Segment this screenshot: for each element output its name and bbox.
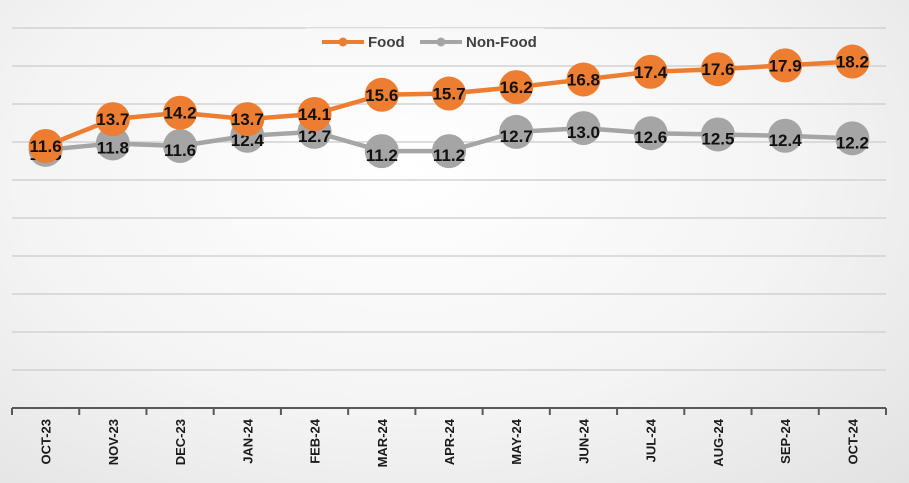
x-tick-label: MAR-24	[375, 418, 390, 467]
gridlines	[12, 27, 886, 371]
data-label: 16.8	[567, 70, 600, 89]
data-label: 11.6	[30, 137, 62, 156]
legend: Food Non-Food	[306, 28, 544, 56]
data-label: 13.7	[96, 110, 129, 129]
x-tick-label: APR-24	[442, 418, 457, 465]
data-point	[163, 129, 198, 163]
legend-label: Non-Food	[466, 34, 537, 51]
data-point	[95, 126, 130, 161]
data-label: 12.4	[231, 131, 265, 150]
data-point	[28, 129, 63, 163]
data-label: 11.6	[164, 141, 196, 160]
data-label: 14.2	[164, 104, 197, 123]
data-label: 12.6	[634, 128, 667, 147]
data-label: 15.6	[365, 86, 398, 105]
data-label: 13.7	[231, 110, 264, 129]
data-point	[364, 134, 399, 169]
data-point	[835, 121, 870, 156]
data-label: 13.0	[567, 123, 600, 142]
x-tick-label: JUN-24	[576, 418, 591, 464]
x-tick-label: NOV-23	[106, 419, 121, 465]
series-non-food: 11.311.811.612.412.711.211.212.713.012.6…	[28, 111, 870, 169]
legend-swatch-marker	[338, 37, 348, 47]
data-label: 14.1	[298, 105, 331, 124]
data-label: 16.2	[500, 78, 533, 97]
data-point	[499, 114, 534, 149]
data-label: 18.2	[836, 53, 869, 72]
data-point	[835, 44, 870, 79]
x-tick-label: AUG-24	[711, 418, 726, 466]
data-point	[566, 62, 601, 97]
x-tick-label: JAN-24	[240, 418, 255, 464]
x-tick-label: FEB-24	[308, 418, 323, 464]
series-food: 11.6 13.7 14.2 13.7 14.1 15.6 15.7 16.2 16.8 17.4…	[28, 44, 870, 163]
data-point	[95, 102, 130, 137]
series-layer: 11.311.811.612.412.711.211.212.713.012.6…	[28, 44, 870, 169]
data-point	[700, 117, 735, 152]
data-point	[432, 134, 466, 169]
x-tick-label: JUL-24	[644, 418, 659, 462]
data-point	[768, 118, 803, 153]
data-label: 12.5	[701, 129, 734, 148]
x-axis: OCT-23 NOV-23 DEC-23 JAN-24 FEB-24 MAR-24 APR-…	[11, 407, 887, 467]
data-label: 17.6	[701, 60, 734, 79]
data-label: 11.8	[97, 138, 129, 157]
data-label: 12.2	[836, 133, 869, 152]
data-point	[364, 77, 399, 112]
x-tick-label: MAY-24	[509, 418, 524, 465]
data-label: 11.2	[366, 146, 398, 165]
data-point	[768, 48, 803, 83]
data-point	[633, 116, 668, 151]
data-label: 17.4	[634, 63, 668, 82]
legend-swatch-marker	[436, 37, 446, 47]
x-tick-label: OCT-23	[39, 419, 54, 465]
data-point	[297, 97, 332, 131]
data-point	[633, 54, 668, 89]
x-tick-label: DEC-23	[173, 419, 188, 465]
data-point	[230, 102, 265, 137]
data-point	[499, 70, 534, 105]
x-tick-label: SEP-24	[778, 418, 793, 464]
data-point	[163, 95, 198, 130]
data-point	[432, 76, 466, 111]
data-label: 17.9	[769, 56, 802, 75]
data-label: 12.4	[769, 131, 803, 150]
legend-label: Food	[368, 34, 405, 51]
x-tick-label: OCT-24	[845, 418, 860, 464]
data-label: 15.7	[432, 85, 465, 104]
data-point	[700, 52, 735, 87]
data-label: 12.7	[298, 127, 331, 146]
data-point	[566, 111, 601, 146]
data-label: 11.2	[433, 146, 465, 165]
data-label: 12.7	[500, 127, 533, 146]
